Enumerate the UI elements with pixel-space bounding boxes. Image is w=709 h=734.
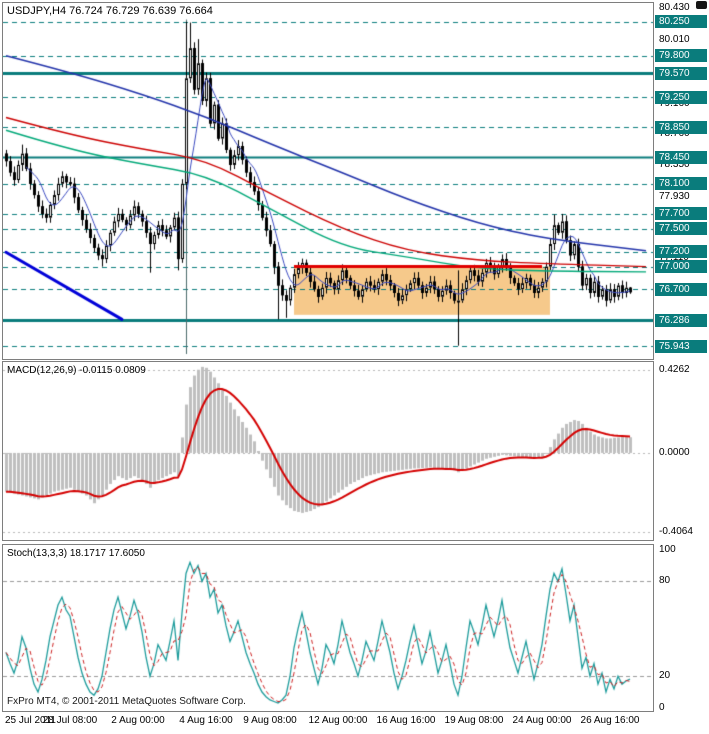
price-tick-label: 78.350 — [659, 158, 690, 170]
price-level-badge: 75.943 — [655, 339, 707, 353]
macd-label: MACD(12,26,9) -0.0115 0.0809 — [7, 365, 146, 376]
price-tick-label: 80.430 — [659, 2, 690, 14]
time-axis-label: 12 Aug 00:00 — [308, 715, 368, 726]
macd-indicator-panel[interactable] — [2, 361, 654, 541]
stoch-axis-label: 100 — [659, 543, 676, 555]
price-level-badge: 78.850 — [655, 120, 707, 134]
time-axis-label: 19 Aug 08:00 — [444, 715, 504, 726]
price-level-badge: 77.700 — [655, 207, 707, 221]
macd-axis-label: 0.0000 — [659, 446, 690, 458]
price-level-badge: 78.450 — [655, 150, 707, 164]
time-axis-label: 4 Aug 16:00 — [179, 715, 233, 726]
axis-corner-marker — [696, 1, 707, 9]
stoch-axis-label: 80 — [659, 575, 671, 587]
stoch-indicator-panel[interactable] — [2, 544, 654, 712]
price-tick-label: 80.010 — [659, 33, 690, 45]
main-price-chart[interactable] — [2, 2, 654, 360]
copyright-note: FxPro MT4, © 2001-2011 MetaQuotes Softwa… — [7, 696, 246, 707]
price-level-badge: 77.500 — [655, 222, 707, 236]
price-level-badge: 80.250 — [655, 15, 707, 29]
price-level-badge: 78.100 — [655, 177, 707, 191]
price-level-badge: 76.700 — [655, 282, 707, 296]
stoch-axis-label: 20 — [659, 670, 671, 682]
time-axis-label: 2 Aug 00:00 — [111, 715, 165, 726]
price-level-badge: 77.200 — [655, 245, 707, 259]
price-level-badge: 77.000 — [655, 260, 707, 274]
price-axis[interactable]: 80.43080.01079.16078.76078.35077.93077.1… — [654, 0, 709, 734]
price-level-badge: 79.800 — [655, 49, 707, 63]
time-axis-label: 28 Jul 08:00 — [42, 715, 98, 726]
time-axis-label: 24 Aug 00:00 — [512, 715, 572, 726]
price-level-badge: 79.250 — [655, 90, 707, 104]
price-level-badge: 79.570 — [655, 66, 707, 80]
time-axis[interactable]: 25 Jul 2011 28 Jul 08:00 2 Aug 00:00 4 Aug … — [0, 711, 709, 734]
price-level-badge: 76.286 — [655, 313, 707, 327]
macd-axis-label: 0.4262 — [659, 364, 690, 376]
stoch-axis-label: 0 — [659, 701, 665, 713]
chart-title: USDJPY,H4 76.724 76.729 76.639 76.664 — [7, 5, 213, 17]
time-axis-label: 25 Jul 2011 — [5, 715, 56, 726]
stoch-label: Stoch(13,3,3) 18.1717 17.6050 — [7, 548, 145, 559]
macd-axis-label: -0.4064 — [659, 525, 693, 537]
price-tick-label: 77.930 — [659, 190, 690, 202]
time-axis-label: 26 Aug 16:00 — [580, 715, 640, 726]
time-axis-label: 9 Aug 08:00 — [243, 715, 297, 726]
time-axis-label: 16 Aug 16:00 — [376, 715, 436, 726]
